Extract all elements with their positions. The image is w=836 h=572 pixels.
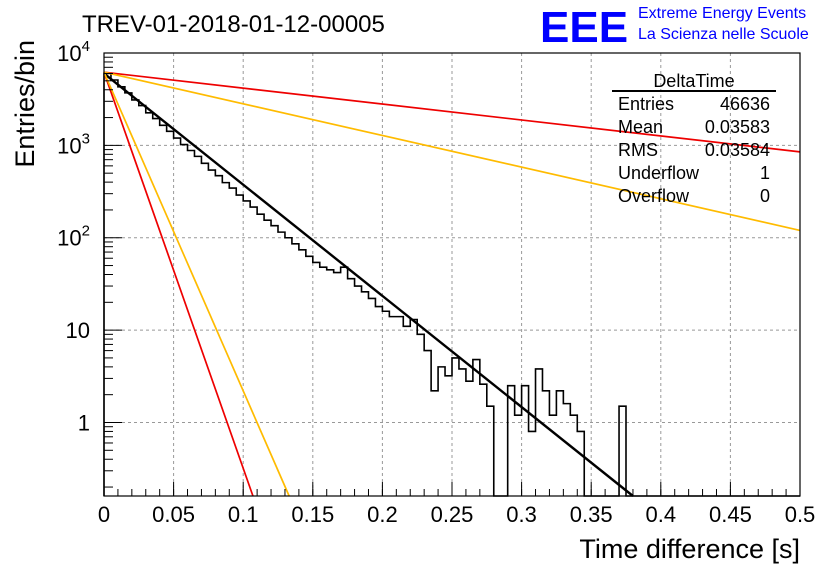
stats-label: Underflow xyxy=(618,163,700,183)
stats-value: 1 xyxy=(760,163,770,183)
x-tick-labels: 0 0.05 0.1 0.15 0.2 0.25 0.3 0.35 0.4 0.45 0.5 xyxy=(98,502,815,527)
fit-lines xyxy=(103,71,801,497)
grid xyxy=(104,53,800,496)
fit-line-5 xyxy=(103,71,290,497)
x-tick-label: 0.35 xyxy=(570,502,613,527)
y-tick-labels: 1 10 102 103 104 xyxy=(57,38,90,435)
stats-label: Overflow xyxy=(618,186,690,206)
x-axis-title: Time difference [s] xyxy=(579,534,800,564)
y-tick-label: 10 xyxy=(66,318,90,343)
stats-value: 46636 xyxy=(720,94,770,114)
stats-value: 0.03584 xyxy=(705,140,770,160)
x-tick-label: 0.4 xyxy=(646,502,677,527)
x-tick-label: 0.15 xyxy=(291,502,334,527)
x-tick-label: 0.05 xyxy=(152,502,195,527)
y-axis-title: Entries/bin xyxy=(10,40,40,168)
logo-line-1: Extreme Energy Events xyxy=(638,5,806,22)
logo-line-2: La Scienza nelle Scuole xyxy=(638,26,809,43)
y-tick-label: 1 xyxy=(78,410,90,435)
x-tick-label: 0.5 xyxy=(785,502,816,527)
stats-label: Entries xyxy=(618,94,674,114)
y-tick-label: 103 xyxy=(57,130,90,158)
stats-box: DeltaTime Entries 46636 Mean 0.03583 RMS 0.03… xyxy=(612,71,776,206)
fit-line-4 xyxy=(103,71,254,497)
stats-rows: Entries 46636 Mean 0.03583 RMS 0.03584Underfl… xyxy=(618,94,770,206)
y-tick-label: 104 xyxy=(57,38,90,66)
stats-name: DeltaTime xyxy=(653,71,734,91)
x-tick-label: 0.1 xyxy=(228,502,259,527)
chart-title: TREV-01-2018-01-12-00005 xyxy=(82,11,385,38)
x-tick-label: 0.2 xyxy=(367,502,398,527)
stats-value: 0 xyxy=(760,186,770,206)
stats-value: 0.03583 xyxy=(705,117,770,137)
stats-label: Mean xyxy=(618,117,663,137)
x-tick-label: 0.25 xyxy=(431,502,474,527)
fit-line-1 xyxy=(103,72,634,497)
stats-label: RMS xyxy=(618,140,658,160)
eee-logo: EEE xyxy=(540,3,628,52)
fit-line-2 xyxy=(103,71,801,153)
x-tick-label: 0.45 xyxy=(709,502,752,527)
fit-line-3 xyxy=(103,71,801,232)
axis-ticks xyxy=(103,52,801,496)
x-tick-label: 0 xyxy=(98,502,110,527)
x-tick-label: 0.3 xyxy=(506,502,537,527)
y-tick-label: 102 xyxy=(57,223,90,251)
